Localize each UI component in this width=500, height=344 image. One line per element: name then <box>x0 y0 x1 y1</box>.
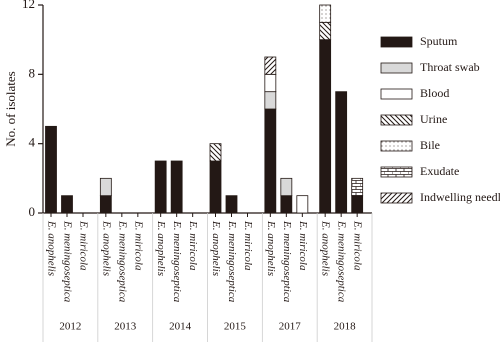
legend-label: Blood <box>420 86 449 100</box>
group-label: 2015 <box>224 321 247 333</box>
bar-segment <box>154 160 167 214</box>
legend-swatch <box>380 88 413 100</box>
bar-segment <box>225 195 238 214</box>
y-tick-label: 4 <box>29 135 36 150</box>
legend-label: Sputum <box>420 34 458 48</box>
x-tick-label: E. meningoseptica <box>116 220 128 303</box>
bar-segment <box>319 39 332 214</box>
y-axis-label: No. of isolates <box>3 71 18 146</box>
bar-segment <box>280 177 293 197</box>
legend-swatch <box>380 62 413 74</box>
x-tick-label: E. anophelis <box>45 220 57 276</box>
bar-segment <box>319 4 332 23</box>
bar-segment <box>280 195 293 214</box>
x-tick-label: E. anophelis <box>100 220 112 276</box>
x-tick-label: E. miricola <box>132 220 144 271</box>
bar-segment <box>45 125 57 214</box>
legend-label: Urine <box>420 112 447 126</box>
group-label: 2013 <box>114 321 137 333</box>
bar-segment <box>296 195 309 214</box>
group-label: 2017 <box>279 321 302 333</box>
group-label: 2018 <box>334 321 357 333</box>
y-tick-label: 12 <box>22 0 35 11</box>
group-label: 2012 <box>59 321 81 333</box>
x-tick-label: E. anophelis <box>265 220 277 276</box>
legend-label: Bile <box>420 138 440 152</box>
bar-segment <box>264 73 277 93</box>
x-tick-label: E. anophelis <box>155 220 167 276</box>
bar-segment <box>264 56 277 75</box>
x-tick-label: E. miricola <box>187 220 199 271</box>
legend-label: Indwelling needle <box>420 190 500 204</box>
bar-segment <box>61 195 73 214</box>
group-label: 2014 <box>169 321 192 333</box>
y-tick-label: 0 <box>29 204 36 219</box>
bar-segment <box>99 177 112 197</box>
legend-label: Exudate <box>420 164 459 178</box>
legend-swatch <box>380 166 413 178</box>
x-tick-label: E. meningoseptica <box>336 220 348 303</box>
x-tick-label: E. miricola <box>242 220 254 271</box>
bar-segment <box>319 21 332 41</box>
bar-segment <box>99 195 112 214</box>
x-tick-label: E. meningoseptica <box>61 220 73 303</box>
x-tick-label: E. anophelis <box>210 220 222 276</box>
x-tick-label: E. miricola <box>77 220 89 271</box>
x-tick-label: E. meningoseptica <box>281 220 293 303</box>
bar-segment <box>209 160 222 214</box>
bar-segment <box>264 91 277 110</box>
x-tick-label: E. meningoseptica <box>226 220 238 303</box>
bar-segment <box>170 160 183 214</box>
legend-swatch <box>380 140 413 152</box>
y-tick-label: 8 <box>29 65 36 80</box>
bar-segment <box>351 177 364 197</box>
bar-segment <box>209 143 222 162</box>
bar-segment <box>335 91 348 214</box>
legend-label: Throat swab <box>420 60 480 74</box>
x-tick-label: E. miricola <box>352 220 364 271</box>
legend-swatch <box>380 192 413 204</box>
legend-swatch <box>380 114 413 126</box>
x-tick-label: E. anophelis <box>320 220 332 276</box>
legend-swatch <box>380 36 413 48</box>
bar-segment <box>351 195 364 214</box>
x-tick-label: E. meningoseptica <box>171 220 183 303</box>
bar-segment <box>264 108 277 214</box>
x-tick-label: E. miricola <box>297 220 309 271</box>
